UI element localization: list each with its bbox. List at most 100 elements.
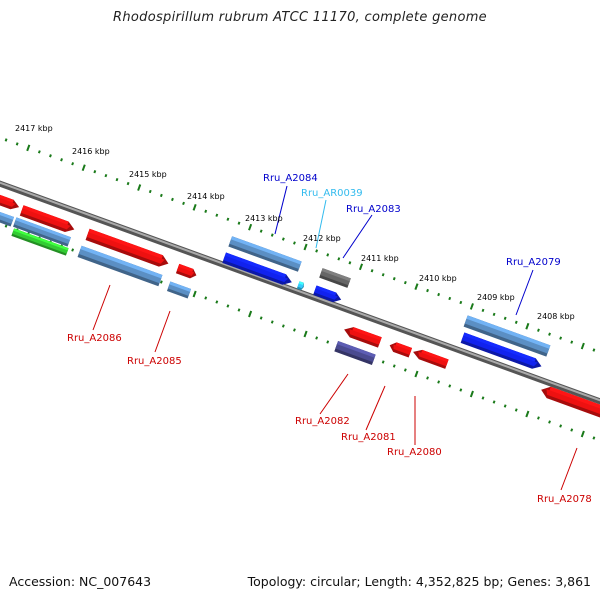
tick-mark (215, 300, 219, 304)
leader-line (560, 447, 578, 491)
tick-mark (71, 248, 75, 252)
tick-mark (326, 340, 330, 344)
tick-mark (281, 237, 285, 241)
tick-mark (580, 430, 585, 438)
gene-red[interactable] (344, 327, 382, 348)
gene-label-rru-a2079[interactable]: Rru_A2079 (506, 257, 561, 268)
tick-mark (503, 404, 507, 408)
gene-steelblue[interactable] (166, 281, 192, 299)
tick-mark (226, 217, 230, 221)
tick-mark (403, 368, 407, 372)
tick-mark (270, 233, 274, 237)
leader-line (154, 310, 171, 353)
tick-mark (459, 300, 463, 305)
gene-blue[interactable] (460, 332, 542, 369)
tick-mark (37, 150, 41, 154)
kbp-label: 2409 kbp (477, 293, 515, 302)
tick-mark (570, 340, 574, 344)
gene-label-rru-a2080[interactable]: Rru_A2080 (387, 447, 442, 458)
tick-mark (403, 280, 407, 285)
gene-label-rru-a2078[interactable]: Rru_A2078 (537, 494, 592, 505)
kbp-label: 2417 kbp (15, 124, 53, 133)
tick-mark (192, 203, 197, 211)
tick-mark (93, 170, 97, 174)
tick-mark (437, 380, 441, 384)
gene-purple[interactable] (334, 341, 376, 365)
gene-label-rru-a2085[interactable]: Rru_A2085 (127, 356, 182, 367)
gene-rna[interactable] (296, 281, 304, 291)
gene-label-rru-ar0039[interactable]: Rru_AR0039 (301, 188, 363, 199)
gene-red[interactable] (85, 228, 169, 267)
tick-mark (293, 241, 296, 245)
tick-mark (414, 370, 419, 378)
tick-mark (81, 164, 86, 172)
gene-blue[interactable] (313, 285, 342, 303)
tick-mark (237, 308, 241, 312)
leader-line (315, 199, 327, 249)
kbp-label: 2408 kbp (537, 312, 575, 321)
tick-mark (293, 328, 296, 332)
kbp-label: 2414 kbp (187, 192, 225, 201)
gene-blue[interactable] (222, 252, 292, 285)
tick-mark (71, 162, 75, 166)
kbp-label: 2411 kbp (361, 254, 399, 263)
gene-label-rru-a2082[interactable]: Rru_A2082 (295, 416, 350, 427)
tick-mark (537, 328, 540, 332)
gene-steelblue[interactable] (463, 315, 551, 357)
tick-mark (525, 322, 530, 330)
tick-mark (171, 197, 174, 202)
gene-red[interactable] (389, 342, 413, 358)
gene-steelblue[interactable] (13, 217, 71, 247)
gene-steelblue[interactable] (0, 210, 15, 227)
gene-steelblue[interactable] (77, 245, 163, 287)
kbp-label: 2416 kbp (72, 147, 110, 156)
tick-mark (381, 360, 385, 364)
tick-mark (592, 348, 596, 352)
tick-mark (559, 336, 563, 340)
kbp-label: 2415 kbp (129, 170, 167, 179)
tick-mark (592, 436, 596, 440)
tick-mark (4, 138, 8, 142)
gene-red[interactable] (541, 386, 600, 420)
tick-mark (326, 253, 330, 257)
gene-red[interactable] (0, 192, 20, 210)
gene-red[interactable] (175, 263, 197, 279)
tick-mark (492, 400, 496, 404)
leader-line (365, 385, 386, 431)
kbp-label: 2412 kbp (303, 234, 341, 243)
gene-red[interactable] (19, 205, 75, 232)
tick-mark (525, 410, 530, 418)
leader-line (274, 185, 288, 235)
tick-mark (537, 416, 540, 420)
tick-mark (469, 390, 474, 398)
kbp-label: 2413 kbp (245, 214, 283, 223)
gene-steelblue[interactable] (228, 236, 302, 272)
tick-mark (49, 154, 52, 158)
tick-mark (437, 292, 441, 297)
tick-mark (148, 189, 152, 194)
gene-label-rru-a2081[interactable]: Rru_A2081 (341, 432, 396, 443)
tick-mark (337, 257, 341, 261)
tick-mark (348, 261, 352, 265)
tick-mark (559, 424, 563, 428)
accession-text: Accession: NC_007643 (9, 574, 152, 589)
tick-mark (215, 213, 219, 217)
gene-label-rru-a2083[interactable]: Rru_A2083 (346, 204, 401, 215)
tick-mark (281, 324, 285, 328)
gene-label-rru-a2084[interactable]: Rru_A2084 (263, 173, 318, 184)
gene-gray[interactable] (319, 268, 351, 288)
gene-label-rru-a2086[interactable]: Rru_A2086 (67, 333, 122, 344)
tick-mark (259, 316, 263, 320)
tick-mark (414, 283, 419, 290)
tick-mark (248, 310, 253, 318)
tick-mark (448, 296, 452, 301)
gene-red[interactable] (413, 349, 449, 369)
tick-mark (459, 388, 463, 392)
tick-mark (426, 288, 429, 293)
tick-mark (381, 273, 385, 277)
gene-green[interactable] (11, 228, 69, 256)
tick-mark (226, 304, 230, 308)
tick-mark (492, 312, 496, 317)
tick-mark (137, 184, 142, 191)
